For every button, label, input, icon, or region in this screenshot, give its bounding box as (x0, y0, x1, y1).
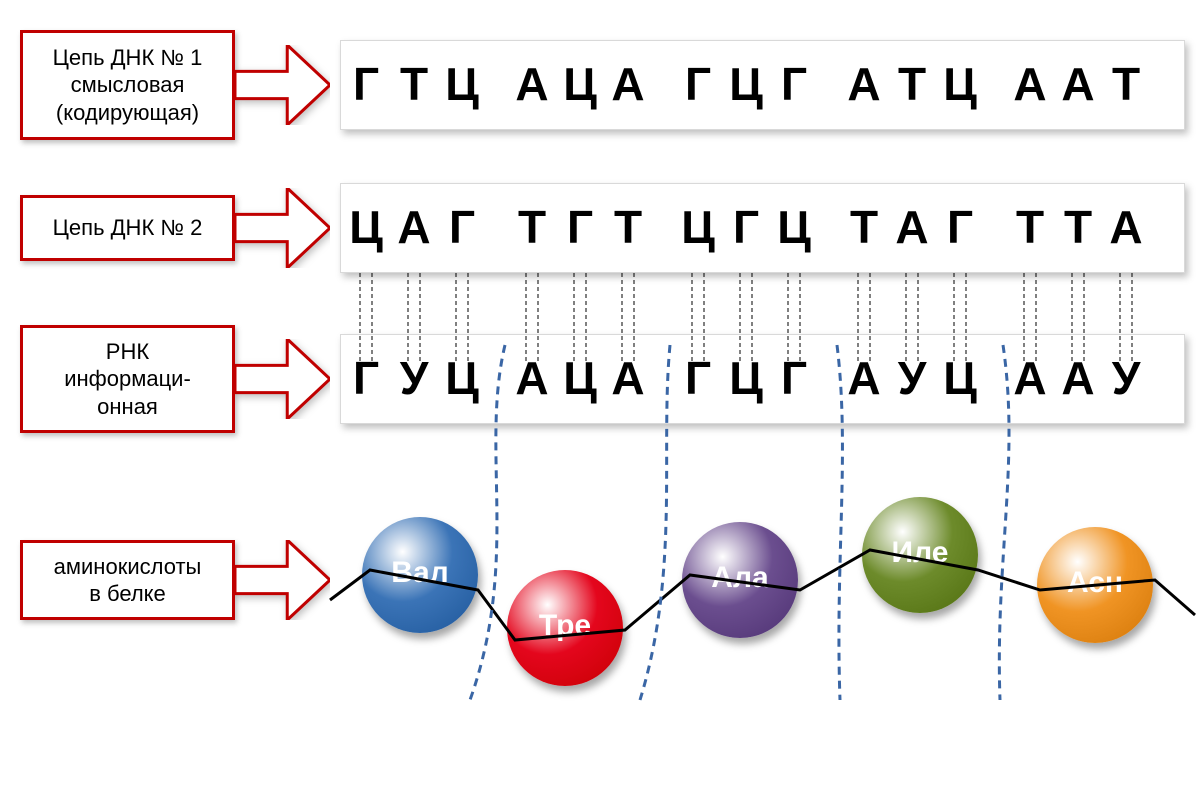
nucleotide: Т (844, 200, 884, 254)
arrow-icon (235, 45, 330, 125)
amino-acid-2: Ала (682, 522, 798, 638)
nucleotide: Ц (560, 57, 600, 111)
label-protein: аминокислоты в белке (20, 540, 235, 620)
nucleotide: А (892, 200, 932, 254)
arrow-icon (235, 339, 330, 419)
nucleotide: Г (774, 57, 814, 111)
amino-acid-1: Тре (507, 570, 623, 686)
nucleotide: Т (892, 57, 932, 111)
nucleotide: Г (726, 200, 766, 254)
nucleotide: Т (394, 57, 434, 111)
nucleotide: А (608, 351, 648, 405)
nucleotide: Т (1058, 200, 1098, 254)
nucleotide: Ц (678, 200, 718, 254)
amino-acid-label: Ала (711, 561, 768, 595)
amino-acid-3: Иле (862, 497, 978, 613)
nucleotide: Т (608, 200, 648, 254)
nucleotide: А (608, 57, 648, 111)
nucleotide: Ц (726, 351, 766, 405)
arrow-icon (235, 188, 330, 268)
nucleotide: Г (940, 200, 980, 254)
nucleotide: Т (1010, 200, 1050, 254)
nucleotide: А (1010, 351, 1050, 405)
nucleotide: Ц (346, 200, 386, 254)
nucleotide: Ц (726, 57, 766, 111)
nucleotide: А (512, 351, 552, 405)
nucleotide: А (1058, 351, 1098, 405)
nucleotide: Т (512, 200, 552, 254)
nucleotide: Ц (442, 351, 482, 405)
nucleotide: Ц (774, 200, 814, 254)
arrow-icon (235, 540, 330, 620)
amino-acid-0: Вал (362, 517, 478, 633)
nucleotide: Г (774, 351, 814, 405)
nucleotide: А (1058, 57, 1098, 111)
nucleotide: Ц (560, 351, 600, 405)
nucleotide: Г (346, 351, 386, 405)
nucleotide: А (512, 57, 552, 111)
nucleotide: Т (1106, 57, 1146, 111)
nucleotide: Г (346, 57, 386, 111)
nucleotide: У (394, 351, 434, 405)
nucleotide: Г (678, 57, 718, 111)
nucleotide: А (394, 200, 434, 254)
amino-acid-label: Вал (391, 556, 448, 590)
nucleotide: А (844, 57, 884, 111)
nucleotide: Г (678, 351, 718, 405)
nucleotide: Ц (940, 57, 980, 111)
amino-acid-label: Асн (1067, 566, 1123, 600)
amino-acid-label: Иле (892, 536, 949, 570)
nucleotide: А (1010, 57, 1050, 111)
amino-acid-4: Асн (1037, 527, 1153, 643)
nucleotide: У (892, 351, 932, 405)
nucleotide: У (1106, 351, 1146, 405)
label-dna1: Цепь ДНК № 1 смысловая (кодирующая) (20, 30, 235, 140)
nucleotide: А (1106, 200, 1146, 254)
amino-acid-label: Тре (539, 609, 591, 643)
nucleotide: Г (442, 200, 482, 254)
nucleotide: Г (560, 200, 600, 254)
nucleotide: А (844, 351, 884, 405)
nucleotide: Ц (940, 351, 980, 405)
nucleotide: Ц (442, 57, 482, 111)
label-mrna: РНК информаци- онная (20, 325, 235, 433)
label-dna2: Цепь ДНК № 2 (20, 195, 235, 261)
